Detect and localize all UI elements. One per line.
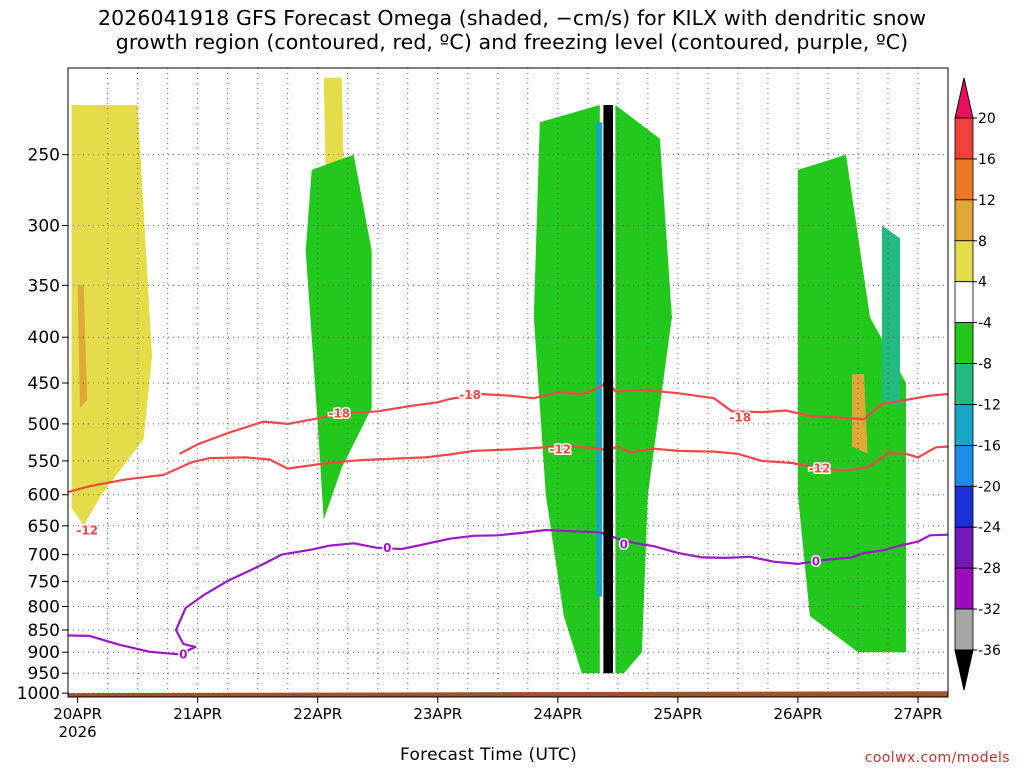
colorbar-segment-3 xyxy=(954,199,974,242)
colorbar-bottom-triangle xyxy=(954,649,974,691)
omega-region-6 xyxy=(797,154,906,653)
x-tick-label-6: 26APR xyxy=(774,705,823,723)
y-tick-label-850: 850 xyxy=(28,621,60,641)
contour-label-1-1: -12 xyxy=(549,442,571,456)
contour-label-2-0: 0 xyxy=(179,647,187,661)
contour-label-1-2: -12 xyxy=(809,462,831,476)
ground-surface xyxy=(68,691,948,697)
y-tick-label-800: 800 xyxy=(28,597,60,617)
x-tick-label-4: 24APR xyxy=(533,705,582,723)
colorbar-label-0: 20 xyxy=(978,111,996,127)
contour-label-0-0: -18 xyxy=(328,407,350,421)
colorbar-label-12: -32 xyxy=(978,602,1001,618)
colorbar-segment-12 xyxy=(954,567,974,610)
y-tick-label-400: 400 xyxy=(28,328,60,348)
contour-label-0-1: -18 xyxy=(459,388,481,402)
contour-label-2-3: 0 xyxy=(812,555,820,569)
y-tick-label-550: 550 xyxy=(28,452,60,472)
x-tick-label-5: 25APR xyxy=(653,705,702,723)
y-tick-label-900: 900 xyxy=(28,643,60,663)
y-tick-label-500: 500 xyxy=(28,415,60,435)
contour-label-1-0: -12 xyxy=(76,524,98,538)
y-tick-label-450: 450 xyxy=(28,374,60,394)
omega-shading-layer xyxy=(71,77,906,674)
colorbar-segment-1 xyxy=(954,117,974,160)
contour-label-2-2: 0 xyxy=(620,537,628,551)
colorbar-label-3: 8 xyxy=(978,234,987,250)
contour-layer: -18 -18 -18 -12 -12 -12 0 0 0 0 xyxy=(68,105,948,674)
y-tick-label-600: 600 xyxy=(28,486,60,506)
colorbar-segment-5 xyxy=(954,281,974,324)
colorbar-label-8: -16 xyxy=(978,438,1001,454)
omega-region-9 xyxy=(852,374,868,454)
colorbar-label-7: -12 xyxy=(978,397,1001,413)
omega-region-0 xyxy=(71,105,152,526)
colorbar-segment-13 xyxy=(954,608,974,651)
grid-layer xyxy=(68,68,948,697)
colorbar-label-13: -36 xyxy=(978,643,1001,659)
colorbar: 20 16 12 8 4 -4 -8 -12 -16 -20 -24 -28 -32 -36 xyxy=(954,77,1001,691)
colorbar-segment-7 xyxy=(954,363,974,405)
omega-region-7 xyxy=(882,225,900,408)
contour-line-0 xyxy=(179,380,948,455)
chart-title-line-1: 2026041918 GFS Forecast Omega (shaded, −… xyxy=(97,6,927,30)
x-tick-label-7: 27APR xyxy=(894,705,943,723)
x-tick-label-1: 21APR xyxy=(173,705,222,723)
colorbar-label-6: -8 xyxy=(978,357,992,373)
y-tick-label-700: 700 xyxy=(28,546,60,566)
credit-watermark: coolwx.com/models xyxy=(864,750,1010,766)
x-tick-label-0: 20APR xyxy=(53,705,102,723)
omega-region-8 xyxy=(596,122,603,597)
colorbar-segment-8 xyxy=(954,404,974,446)
x-axis-label: Forecast Time (UTC) xyxy=(400,745,578,765)
y-tick-label-750: 750 xyxy=(28,572,60,592)
colorbar-segment-4 xyxy=(954,240,974,283)
colorbar-label-1: 16 xyxy=(978,152,996,168)
colorbar-label-5: -4 xyxy=(978,316,992,332)
contour-label-0-2: -18 xyxy=(729,411,751,425)
colorbar-segment-6 xyxy=(954,322,974,364)
y-tick-label-350: 350 xyxy=(28,276,60,296)
ground-layer xyxy=(68,691,948,697)
colorbar-label-11: -28 xyxy=(978,561,1001,577)
y-tick-label-650: 650 xyxy=(28,517,60,537)
x-tick-sublabel-0: 2026 xyxy=(59,723,97,741)
colorbar-label-9: -20 xyxy=(978,479,1001,495)
chart-title: 2026041918 GFS Forecast Omega (shaded, −… xyxy=(0,6,1024,54)
colorbar-segment-9 xyxy=(954,444,974,487)
colorbar-label-10: -24 xyxy=(978,520,1001,536)
y-axis-ticks: 2503003504004505005506006507007508008509… xyxy=(17,146,68,704)
y-tick-label-950: 950 xyxy=(28,664,60,684)
omega-region-1 xyxy=(77,285,88,408)
x-tick-label-3: 23APR xyxy=(413,705,462,723)
y-tick-label-1000: 1000 xyxy=(17,684,60,704)
omega-core-series xyxy=(603,105,613,674)
contour-line-2 xyxy=(68,528,948,656)
colorbar-segment-10 xyxy=(954,485,974,528)
chart-title-line-2: growth region (contoured, red, ºC) and f… xyxy=(115,30,909,54)
colorbar-label-2: 12 xyxy=(978,193,996,209)
colorbar-segment-11 xyxy=(954,526,974,569)
colorbar-label-4: 4 xyxy=(978,275,987,291)
colorbar-top-triangle xyxy=(954,77,974,119)
y-tick-label-300: 300 xyxy=(28,216,60,236)
contour-line-1 xyxy=(68,445,948,494)
x-tick-label-2: 22APR xyxy=(293,705,342,723)
colorbar-segment-2 xyxy=(954,158,974,201)
y-tick-label-250: 250 xyxy=(28,146,60,166)
omega-region-4 xyxy=(533,105,600,674)
contour-label-2-1: 0 xyxy=(383,541,391,555)
